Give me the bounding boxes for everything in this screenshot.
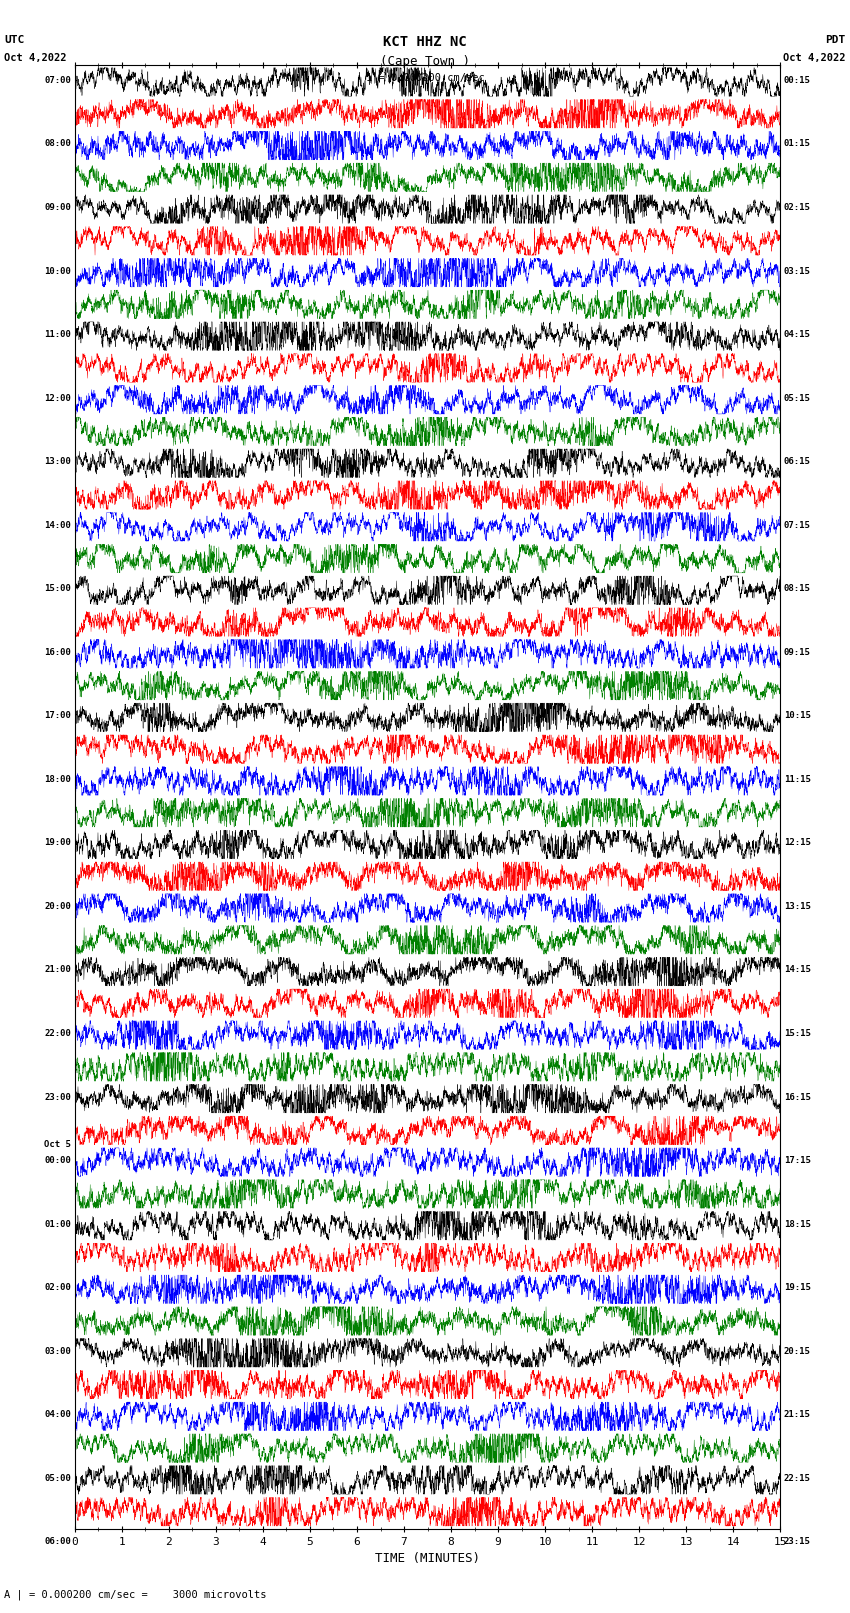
Text: 1 = 0.000200 cm/sec: 1 = 0.000200 cm/sec bbox=[366, 73, 484, 82]
Text: Oct 5: Oct 5 bbox=[44, 1140, 71, 1148]
X-axis label: TIME (MINUTES): TIME (MINUTES) bbox=[375, 1552, 480, 1565]
Text: 22:15: 22:15 bbox=[784, 1474, 811, 1482]
Text: 13:00: 13:00 bbox=[44, 456, 71, 466]
Text: 20:15: 20:15 bbox=[784, 1347, 811, 1355]
Text: KCT HHZ NC: KCT HHZ NC bbox=[383, 35, 467, 50]
Text: 20:00: 20:00 bbox=[44, 902, 71, 911]
Text: 21:15: 21:15 bbox=[784, 1410, 811, 1419]
Text: 17:00: 17:00 bbox=[44, 711, 71, 721]
Text: 19:00: 19:00 bbox=[44, 839, 71, 847]
Text: PDT: PDT bbox=[825, 35, 846, 45]
Text: 18:00: 18:00 bbox=[44, 774, 71, 784]
Text: 14:00: 14:00 bbox=[44, 521, 71, 529]
Text: 16:00: 16:00 bbox=[44, 648, 71, 656]
Text: 09:00: 09:00 bbox=[44, 203, 71, 211]
Text: 21:00: 21:00 bbox=[44, 966, 71, 974]
Text: 04:15: 04:15 bbox=[784, 331, 811, 339]
Text: 14:15: 14:15 bbox=[784, 966, 811, 974]
Text: 07:00: 07:00 bbox=[44, 76, 71, 85]
Text: 08:00: 08:00 bbox=[44, 139, 71, 148]
Text: A | = 0.000200 cm/sec =    3000 microvolts: A | = 0.000200 cm/sec = 3000 microvolts bbox=[4, 1589, 267, 1600]
Text: (Cape Town ): (Cape Town ) bbox=[380, 55, 470, 68]
Text: 12:00: 12:00 bbox=[44, 394, 71, 403]
Text: 16:15: 16:15 bbox=[784, 1092, 811, 1102]
Text: 02:00: 02:00 bbox=[44, 1284, 71, 1292]
Text: 05:00: 05:00 bbox=[44, 1474, 71, 1482]
Text: 07:15: 07:15 bbox=[784, 521, 811, 529]
Text: 18:15: 18:15 bbox=[784, 1219, 811, 1229]
Text: 11:15: 11:15 bbox=[784, 774, 811, 784]
Text: 10:15: 10:15 bbox=[784, 711, 811, 721]
Text: 23:00: 23:00 bbox=[44, 1092, 71, 1102]
Text: 09:15: 09:15 bbox=[784, 648, 811, 656]
Text: 08:15: 08:15 bbox=[784, 584, 811, 594]
Text: Oct 4,2022: Oct 4,2022 bbox=[783, 53, 846, 63]
Text: 12:15: 12:15 bbox=[784, 839, 811, 847]
Text: 03:00: 03:00 bbox=[44, 1347, 71, 1355]
Text: 04:00: 04:00 bbox=[44, 1410, 71, 1419]
Text: 06:00: 06:00 bbox=[44, 1537, 71, 1547]
Text: 11:00: 11:00 bbox=[44, 331, 71, 339]
Text: 00:00: 00:00 bbox=[44, 1157, 71, 1165]
Text: 23:15: 23:15 bbox=[784, 1537, 811, 1547]
Text: 22:00: 22:00 bbox=[44, 1029, 71, 1039]
Text: 19:15: 19:15 bbox=[784, 1284, 811, 1292]
Text: 00:15: 00:15 bbox=[784, 76, 811, 85]
Text: 01:00: 01:00 bbox=[44, 1219, 71, 1229]
Text: 10:00: 10:00 bbox=[44, 266, 71, 276]
Text: 02:15: 02:15 bbox=[784, 203, 811, 211]
Text: UTC: UTC bbox=[4, 35, 25, 45]
Text: 06:15: 06:15 bbox=[784, 456, 811, 466]
Text: 17:15: 17:15 bbox=[784, 1157, 811, 1165]
Text: 15:00: 15:00 bbox=[44, 584, 71, 594]
Text: 05:15: 05:15 bbox=[784, 394, 811, 403]
Text: 15:15: 15:15 bbox=[784, 1029, 811, 1039]
Text: 13:15: 13:15 bbox=[784, 902, 811, 911]
Text: 01:15: 01:15 bbox=[784, 139, 811, 148]
Text: 03:15: 03:15 bbox=[784, 266, 811, 276]
Text: Oct 4,2022: Oct 4,2022 bbox=[4, 53, 67, 63]
